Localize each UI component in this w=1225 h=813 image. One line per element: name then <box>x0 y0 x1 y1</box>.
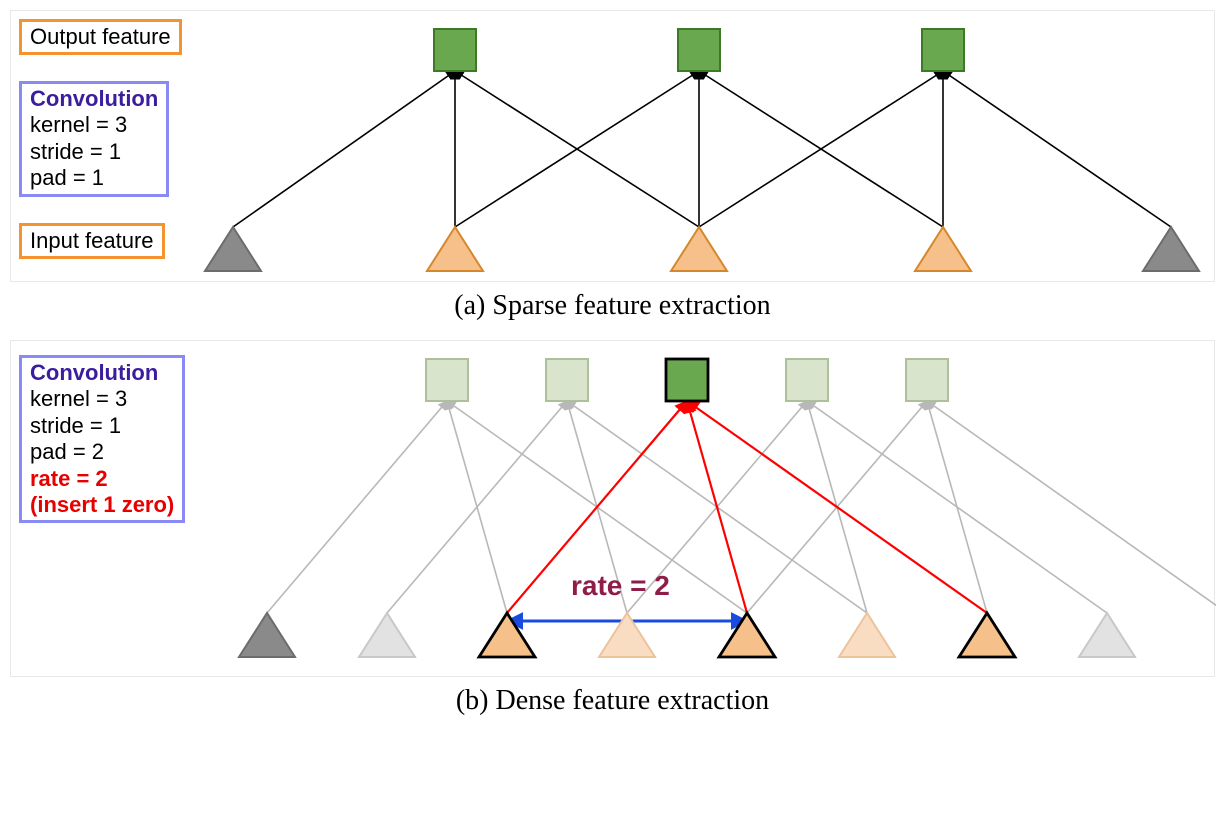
diagram-dense-svg: rate = 2 <box>11 341 1216 676</box>
conv-rate-note: (insert 1 zero) <box>30 492 174 518</box>
legend-convolution-a: Convolution kernel = 3 stride = 1 pad = … <box>19 81 169 197</box>
panel-sparse: Output feature Convolution kernel = 3 st… <box>10 10 1215 282</box>
caption-b: (b) Dense feature extraction <box>10 685 1215 717</box>
conv-line: kernel = 3 <box>30 386 174 412</box>
legend-output-text: Output feature <box>30 24 171 49</box>
legend-input-text: Input feature <box>30 228 154 253</box>
conv-line: stride = 1 <box>30 413 174 439</box>
conv-line: stride = 1 <box>30 139 158 165</box>
conv-line: kernel = 3 <box>30 112 158 138</box>
legend-input-feature: Input feature <box>19 223 165 259</box>
diagram-sparse-svg <box>11 11 1216 281</box>
conv-title: Convolution <box>30 86 158 112</box>
legend-convolution-b: Convolution kernel = 3 stride = 1 pad = … <box>19 355 185 523</box>
conv-title: Convolution <box>30 360 174 386</box>
panel-dense: Convolution kernel = 3 stride = 1 pad = … <box>10 340 1215 677</box>
caption-a: (a) Sparse feature extraction <box>10 290 1215 322</box>
conv-line: pad = 2 <box>30 439 174 465</box>
legend-output-feature: Output feature <box>19 19 182 55</box>
conv-rate-line: rate = 2 <box>30 466 174 492</box>
conv-line: pad = 1 <box>30 165 158 191</box>
svg-text:rate = 2: rate = 2 <box>571 570 670 601</box>
